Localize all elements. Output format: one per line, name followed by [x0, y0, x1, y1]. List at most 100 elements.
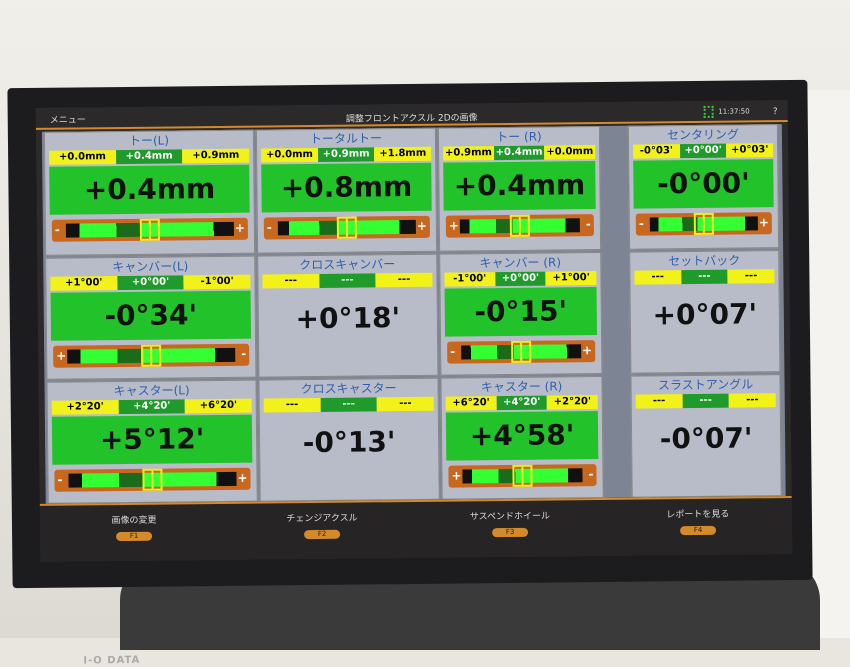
measured-value: +0.4mm	[49, 164, 250, 215]
measurement-panel[interactable]: キャンバー(L) +1°00' +0°00' -1°00' -0°34' + -	[45, 255, 257, 380]
tolerance-range: +0.0mm +0.9mm +1.8mm	[261, 146, 432, 163]
range-value: ---	[727, 269, 775, 284]
gauge-sign: +	[56, 348, 67, 363]
measured-value: +0.4mm	[443, 161, 596, 211]
range-value: +0.4mm	[115, 149, 183, 165]
measured-value: -0°34'	[50, 290, 252, 341]
measurement-panel[interactable]: キャスター (R) +6°20' +4°20' +2°20' +4°58' + -	[440, 375, 604, 500]
measured-value: +0°18'	[262, 288, 434, 349]
range-value: +0.0mm	[544, 145, 596, 160]
tolerance-range: +1°00' +0°00' -1°00'	[50, 274, 251, 291]
adjustment-gauge: - +	[51, 217, 249, 242]
tolerance-range: --- --- ---	[635, 393, 776, 409]
function-key-label: 画像の変更	[111, 515, 157, 527]
gauge-sign: -	[54, 222, 60, 237]
gauge-sign: +	[234, 220, 245, 235]
function-key-label: レポートを見る	[666, 509, 730, 521]
measurement-panel[interactable]: キャスター(L) +2°20' +4°20' +6°20' +5°12' - +	[46, 379, 258, 504]
measurement-panel[interactable]: クロスキャンバー --- --- --- +0°18'	[257, 253, 439, 378]
gauge-sign: -	[266, 220, 272, 235]
panel-title: セットバック	[668, 253, 741, 269]
function-key-f1[interactable]: 画像の変更 F1	[44, 512, 224, 542]
tolerance-range: +2°20' +4°20' +6°20'	[51, 398, 252, 415]
measurement-panel[interactable]: センタリング -0°03' +0°00' +0°03' -0°00' - +	[627, 124, 780, 250]
measured-value: +5°12'	[51, 414, 253, 465]
gauge-sign: -	[638, 216, 644, 231]
measured-value: -0°00'	[633, 159, 774, 209]
measured-value: +0.8mm	[261, 162, 432, 213]
gauge-marker	[141, 344, 162, 367]
range-value: +0.9mm	[317, 147, 375, 162]
panel-title: キャスター(L)	[113, 383, 190, 399]
gauge-marker	[511, 340, 532, 363]
gauge-sign: +	[758, 215, 769, 230]
adjustment-gauge: - +	[54, 467, 251, 492]
measured-value: -0°13'	[263, 412, 435, 473]
function-key-badge: F4	[680, 525, 717, 536]
gauge-sign: -	[241, 346, 247, 361]
range-value: ---	[634, 270, 682, 285]
range-value: +0°03'	[726, 143, 774, 158]
range-value: +0.9mm	[182, 148, 250, 164]
adjustment-gauge: + -	[448, 464, 597, 488]
function-key-badge: F3	[492, 527, 529, 538]
function-key-badge: F2	[304, 529, 341, 540]
adjustment-gauge: - +	[263, 215, 430, 240]
measurement-panel[interactable]: クロスキャスター --- --- --- -0°13'	[258, 377, 440, 502]
function-key-f4[interactable]: レポートを見る F4	[608, 506, 788, 536]
function-key-f3[interactable]: サスペンドホイール F3	[420, 508, 600, 538]
range-value: ---	[681, 269, 728, 285]
panel-title: クロスキャスター	[300, 381, 397, 397]
sensor-status-icon	[703, 105, 714, 118]
adjustment-gauge: - +	[447, 340, 596, 364]
range-value: +1.8mm	[374, 146, 432, 162]
function-key-badge: F1	[116, 531, 153, 542]
tolerance-range: +0.9mm +0.4mm +0.0mm	[443, 145, 596, 161]
range-value: ---	[320, 397, 378, 412]
function-key-f2[interactable]: チェンジアクスル F2	[232, 510, 412, 540]
gauge-marker	[139, 218, 161, 241]
help-button[interactable]: ?	[772, 107, 778, 118]
panel-title: スラストアングル	[657, 377, 754, 393]
monitor: メニュー 調整フロントアクスル 2Dの画像 11:37:50 ? トー(L) +0…	[7, 79, 813, 666]
range-value: +0°00'	[117, 275, 184, 291]
measured-value: -0°07'	[635, 409, 777, 469]
range-value: +0.0mm	[261, 147, 318, 163]
panel-title: クロスキャンバー	[299, 257, 396, 273]
adjustment-gauge: + -	[53, 343, 250, 368]
adjustment-gauge: - +	[635, 212, 772, 236]
range-value: ---	[682, 393, 730, 409]
function-key-label: サスペンドホイール	[469, 511, 551, 523]
gauge-marker	[336, 216, 357, 239]
panel-title: トー(L)	[128, 133, 170, 148]
range-value: +0.0mm	[49, 150, 116, 165]
measurement-panel[interactable]: セットバック --- --- --- +0°07'	[629, 250, 781, 374]
gauge-sign: +	[451, 468, 462, 483]
measurement-panel[interactable]: トー(L) +0.0mm +0.4mm +0.9mm +0.4mm - +	[43, 129, 256, 256]
measurement-panel[interactable]: キャンバー (R) -1°00' +0°00' +1°00' -0°15' - +	[439, 251, 603, 376]
gauge-sign: +	[448, 218, 460, 233]
alignment-screen: メニュー 調整フロントアクスル 2Dの画像 11:37:50 ? トー(L) +0…	[35, 100, 793, 562]
range-value: +0.9mm	[443, 146, 494, 161]
measurement-panel[interactable]: トータルトー +0.0mm +0.9mm +1.8mm +0.8mm - +	[255, 127, 438, 254]
gauge-sign: +	[582, 343, 593, 358]
panel-title: センタリング	[666, 127, 740, 143]
panel-title: キャンバー (R)	[479, 255, 562, 271]
adjustment-gauge: + -	[445, 214, 594, 238]
range-value: +0°00'	[679, 143, 727, 159]
measurement-panel[interactable]: スラストアングル --- --- --- -0°07'	[630, 374, 782, 498]
range-value: +2°20'	[51, 400, 119, 415]
gauge-marker	[142, 468, 163, 491]
tolerance-range: --- --- ---	[262, 272, 433, 289]
range-value: ---	[262, 273, 320, 289]
range-value: +4°20'	[118, 399, 186, 415]
tolerance-range: +6°20' +4°20' +2°20'	[445, 395, 598, 411]
measured-value: +4°58'	[445, 411, 599, 461]
measured-value: -0°15'	[444, 287, 598, 337]
function-key-label: チェンジアクスル	[286, 513, 358, 525]
tolerance-range: +0.0mm +0.4mm +0.9mm	[49, 148, 250, 165]
panel-title: トータルトー	[309, 131, 383, 147]
measurement-panel[interactable]: トー (R) +0.9mm +0.4mm +0.0mm +0.4mm + -	[437, 126, 602, 252]
gauge-sign: -	[57, 472, 63, 487]
range-value: -1°00'	[444, 272, 496, 287]
